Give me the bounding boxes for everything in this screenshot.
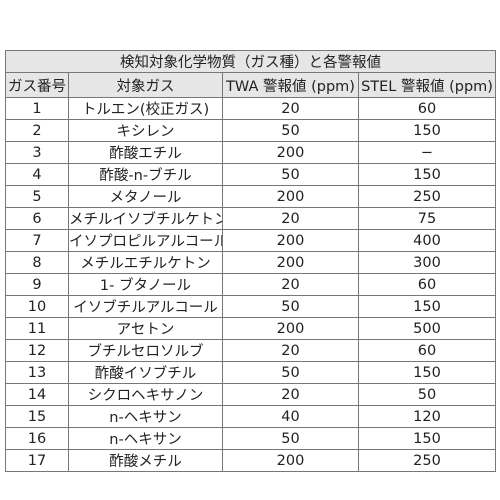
cell: ブチルセロソルブ	[68, 339, 223, 362]
cell: 6	[5, 207, 69, 230]
data-row: 1 トルエン(校正ガス) 20 60	[5, 97, 496, 120]
cell: −	[358, 141, 496, 164]
cell: 150	[358, 427, 496, 450]
data-row: 3 酢酸エチル 200−	[5, 141, 496, 164]
cell: 酢酸-n-ブチル	[68, 163, 223, 186]
cell: 酢酸メチル	[68, 449, 223, 472]
cell: 120	[358, 405, 496, 428]
data-row: 9 1- ブタノール 20 60	[5, 273, 496, 296]
cell: 150	[358, 163, 496, 186]
data-row: 7 イソプロピルアルコール 200 400	[5, 229, 496, 252]
table-title: 検知対象化学物質（ガス種）と各警報値	[5, 50, 496, 73]
cell: 20	[222, 339, 359, 362]
data-row: 17 酢酸メチル 200 250	[5, 449, 496, 472]
cell: n-ヘキサン	[68, 405, 223, 428]
cell: 16	[5, 427, 69, 450]
data-row: 4 酢酸-n-ブチル 50 150	[5, 163, 496, 186]
cell: 1	[5, 97, 69, 120]
cell: 50	[222, 163, 359, 186]
data-row: 16 n-ヘキサン 50 150	[5, 427, 496, 450]
cell: 1- ブタノール	[68, 273, 223, 296]
cell: 150	[358, 295, 496, 318]
cell: 50	[222, 295, 359, 318]
cell: キシレン	[68, 119, 223, 142]
cell: 2	[5, 119, 69, 142]
cell: 200	[222, 449, 359, 472]
gas-table: 検知対象化学物質（ガス種）と各警報値 ガス番号 対象ガス TWA 警報値 (ppm)…	[5, 50, 496, 472]
cell: トルエン(校正ガス)	[68, 97, 223, 120]
data-row: 6 メチルイソブチルケトン 20 75	[5, 207, 496, 230]
cell: 50	[222, 427, 359, 450]
cell: 40	[222, 405, 359, 428]
cell: 17	[5, 449, 69, 472]
cell: イソブチルアルコール	[68, 295, 223, 318]
cell: イソプロピルアルコール	[68, 229, 223, 252]
cell: 10	[5, 295, 69, 318]
cell: 4	[5, 163, 69, 186]
cell: メチルイソブチルケトン	[68, 207, 223, 230]
cell: 200	[222, 185, 359, 208]
cell: 8	[5, 251, 69, 274]
cell: 3	[5, 141, 69, 164]
cell: 300	[358, 251, 496, 274]
cell: 75	[358, 207, 496, 230]
cell: メチルエチルケトン	[68, 251, 223, 274]
data-row: 10 イソブチルアルコール 50 150	[5, 295, 496, 318]
data-row: 12 ブチルセロソルブ 20 60	[5, 339, 496, 362]
column-header: STEL 警報値 (ppm)	[358, 72, 496, 98]
cell: 12	[5, 339, 69, 362]
cell: 50	[222, 119, 359, 142]
cell: 200	[222, 317, 359, 340]
title-row: 検知対象化学物質（ガス種）と各警報値	[5, 50, 496, 73]
cell: 20	[222, 273, 359, 296]
cell: アセトン	[68, 317, 223, 340]
cell: 20	[222, 97, 359, 120]
cell: シクロヘキサノン	[68, 383, 223, 406]
cell: 酢酸エチル	[68, 141, 223, 164]
cell: 200	[222, 229, 359, 252]
cell: 14	[5, 383, 69, 406]
data-row: 5 メタノール 200 250	[5, 185, 496, 208]
data-row: 13 酢酸イソブチル 50 150	[5, 361, 496, 384]
table-body: 検知対象化学物質（ガス種）と各警報値 ガス番号 対象ガス TWA 警報値 (ppm)…	[5, 50, 496, 472]
cell: 500	[358, 317, 496, 340]
cell: 200	[222, 141, 359, 164]
cell: 酢酸イソブチル	[68, 361, 223, 384]
cell: 400	[358, 229, 496, 252]
column-header: 対象ガス	[68, 72, 223, 98]
data-row: 8 メチルエチルケトン 200 300	[5, 251, 496, 274]
cell: 60	[358, 97, 496, 120]
column-header: ガス番号	[5, 72, 69, 98]
cell: 20	[222, 383, 359, 406]
cell: 60	[358, 273, 496, 296]
data-row: 11 アセトン 200 500	[5, 317, 496, 340]
cell: 60	[358, 339, 496, 362]
cell: 50	[222, 361, 359, 384]
cell: 13	[5, 361, 69, 384]
cell: 50	[358, 383, 496, 406]
cell: 250	[358, 449, 496, 472]
data-row: 15 n-ヘキサン 40 120	[5, 405, 496, 428]
header-row: ガス番号 対象ガス TWA 警報値 (ppm) STEL 警報値 (ppm)	[5, 72, 496, 98]
data-row: 2 キシレン 50 150	[5, 119, 496, 142]
cell: 150	[358, 361, 496, 384]
cell: 250	[358, 185, 496, 208]
cell: 20	[222, 207, 359, 230]
column-header: TWA 警報値 (ppm)	[222, 72, 359, 98]
cell: 5	[5, 185, 69, 208]
data-row: 14 シクロヘキサノン 20 50	[5, 383, 496, 406]
cell: 150	[358, 119, 496, 142]
cell: 200	[222, 251, 359, 274]
cell: 7	[5, 229, 69, 252]
cell: 15	[5, 405, 69, 428]
cell: 9	[5, 273, 69, 296]
cell: n-ヘキサン	[68, 427, 223, 450]
cell: 11	[5, 317, 69, 340]
cell: メタノール	[68, 185, 223, 208]
